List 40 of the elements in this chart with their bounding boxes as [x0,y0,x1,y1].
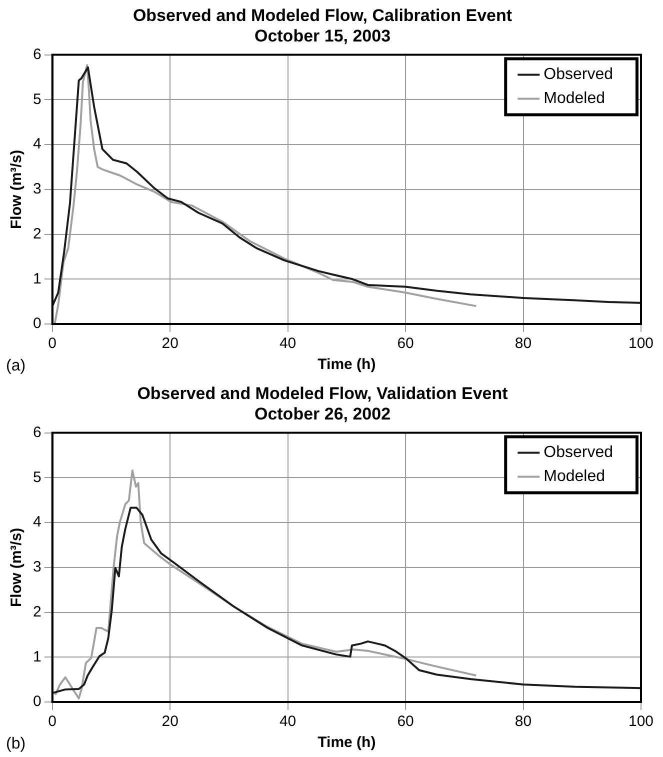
x-tick-label: 40 [279,335,296,352]
chart-subtitle: October 15, 2003 [254,26,391,46]
x-tick-label: 0 [48,335,57,352]
y-tick-label: 3 [33,180,42,198]
x-tick-label: 100 [628,713,654,730]
y-tick-label: 6 [33,46,42,63]
text: (a) [6,357,26,374]
x-tick-label: 60 [397,713,414,730]
x-tick-label: 40 [279,713,296,730]
y-tick-label: 0 [33,315,42,332]
y-tick-label: 2 [33,225,42,242]
chart-title: Observed and Modeled Flow, Validation Event [137,384,508,403]
y-tick-label: 5 [33,468,42,486]
y-tick-label: 4 [33,514,42,531]
y-tick-label: 1 [33,648,42,666]
y-tick-label: 0 [33,693,42,710]
x-tick-label: 20 [162,713,178,730]
x-tick-label: 60 [397,335,414,352]
x-tick-label: 80 [514,335,532,352]
y-axis-title: Flow (m³/s) [8,150,26,229]
legend-label: Modeled [544,468,606,486]
x-axis-title: Time (h) [318,734,376,752]
y-tick-label: 6 [33,424,42,441]
y-tick-label: 1 [33,270,42,288]
x-axis-title: Time (h) [318,356,376,374]
x-tick-label: 20 [162,335,178,352]
y-axis-title: Flow (m³/s) [8,528,26,607]
legend-label: Modeled [544,90,606,108]
x-tick-label: 0 [48,713,57,730]
x-tick-label: 80 [514,713,532,730]
chart-title: Observed and Modeled Flow, Calibration Event [132,6,512,25]
y-tick-label: 4 [33,136,42,153]
y-tick-label: 5 [33,90,42,108]
legend-label: Observed [544,444,614,462]
x-tick-label: 100 [628,335,654,352]
text: (b) [6,735,26,752]
chart-subtitle: October 26, 2002 [254,404,391,424]
legend-label: Observed [544,66,614,84]
y-tick-label: 2 [33,603,42,620]
y-tick-label: 3 [33,558,42,576]
